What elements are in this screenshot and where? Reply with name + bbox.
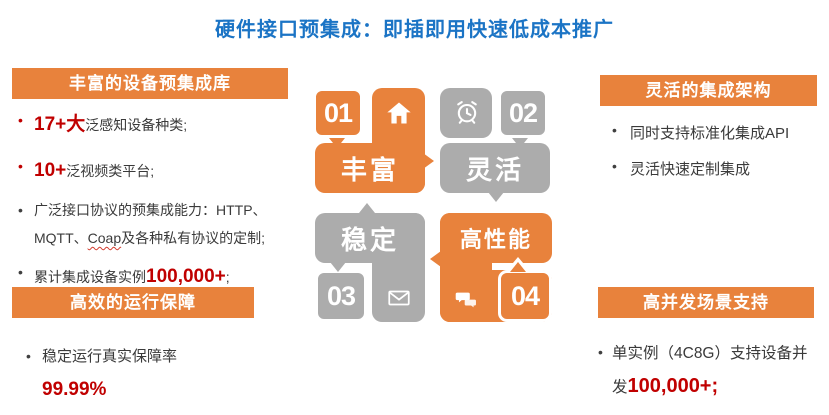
list-item: • 17+大泛感知设备种类; [12,106,294,144]
bullet-dot: • [612,158,617,174]
bullet-text: 累计集成设备实例100,000+; [34,266,230,287]
section-header-operation-guarantee: 高效的运行保障 [12,287,254,318]
bullet-dot: • [18,202,23,218]
tail-pointer [329,138,345,148]
bullet-dot: • [18,158,23,174]
device-library-bullet-list: • 17+大泛感知设备种类; • 10+泛视频类平台; • 广泛接口协议的预集成… [12,106,294,296]
tail-pointer [512,138,528,148]
integration-architecture-bullet-list: • 同时支持标准化集成API • 灵活快速定制集成 [600,122,825,194]
bullet-text: 稳定运行真实保障率 99.99% [42,348,178,400]
block-flexible-label: 灵活 [440,143,550,193]
tail-pointer [359,203,375,213]
stat-emphasis: 10+ [34,160,67,181]
bullet-dot: • [598,344,603,360]
list-item: • 广泛接口协议的预集成能力：HTTP、MQTT、Coap及各种私有协议的定制; [12,196,294,252]
stat-emphasis: 100,000+ [146,266,226,287]
block-stable-number: 03 [315,270,367,322]
list-item: • 10+泛视频类平台; [12,152,294,190]
list-item: • 累计集成设备实例100,000+; [12,258,294,296]
block-rich-number: 01 [313,88,363,138]
alarm-clock-icon [457,101,477,124]
bullet-text: 同时支持标准化集成API [630,125,790,142]
page-title: 硬件接口预集成：即插即用快速低成本推广 [215,19,614,41]
stat-emphasis: 99.99% [42,378,107,400]
section-header-high-concurrency: 高并发场景支持 [598,287,814,318]
tail-pointer [488,192,504,202]
block-stable-label: 稳定 [315,213,425,263]
block-flexible-number: 02 [498,88,548,138]
block-performance-label: 高性能 [440,213,552,263]
list-item: • 灵活快速定制集成 [600,158,825,179]
bullet-text: 17+大泛感知设备种类; [34,114,188,135]
block-performance-number: 04 [498,270,552,322]
bullet-text: 广泛接口协议的预集成能力：HTTP、MQTT、Coap及各种私有协议的定制; [34,202,267,246]
bullet-dot: • [26,348,31,364]
chat-bubbles-icon [455,292,476,308]
bullet-text: 10+泛视频类平台; [34,160,155,181]
bullet-text: 灵活快速定制集成 [630,161,751,178]
stat-emphasis: 17+大 [34,114,86,135]
section-header-integration-architecture: 灵活的集成架构 [600,75,817,106]
feature-matrix-figure: 丰富 01 灵活 02 稳定 03 [305,83,567,333]
envelope-icon [388,290,410,306]
home-icon [387,102,411,124]
tail-pointer [430,251,441,267]
operation-guarantee-bullet: • 稳定运行真实保障率 99.99% [12,343,288,408]
tail-pointer [423,153,434,169]
list-item: • 同时支持标准化集成API [600,122,825,143]
bullet-text: 单实例（4C8G）支持设备并 发100,000+; [612,345,808,397]
tail-pointer [510,262,526,272]
high-concurrency-bullet: • 单实例（4C8G）支持设备并 发100,000+; [598,340,826,404]
bullet-dot: • [18,264,23,280]
block-rich-label: 丰富 [315,143,425,193]
stat-emphasis: 100,000+; [627,374,719,397]
bullet-dot: • [612,122,617,138]
section-header-device-library: 丰富的设备预集成库 [12,68,288,99]
bullet-dot: • [18,112,23,128]
tail-pointer [330,262,346,272]
misspelled-word: Coap [87,230,122,246]
